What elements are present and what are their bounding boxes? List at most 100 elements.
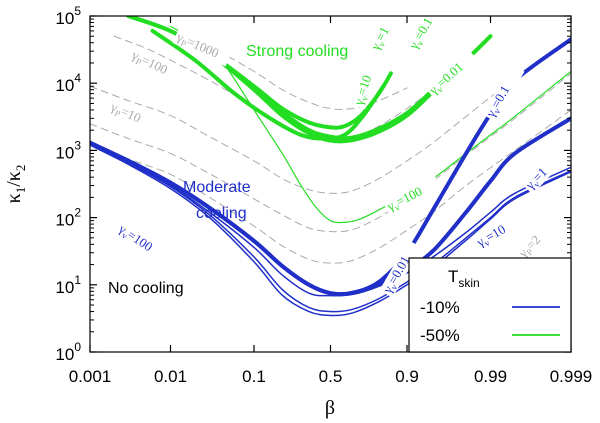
curve-label-bg [379, 240, 422, 298]
x-tick-label: 0.01 [154, 367, 187, 386]
y-tick-base: 10 [55, 143, 74, 162]
x-tick-label: 0.999 [550, 367, 593, 386]
curve-label-sub: v [435, 84, 445, 95]
curve-label-sub: P [134, 56, 143, 67]
x-tick-label: 0.001 [69, 367, 112, 386]
x-tick-label: 0.9 [395, 367, 419, 386]
x-tick-label: 0.1 [242, 367, 266, 386]
y-axis-title-part: 1 [13, 187, 28, 194]
curve-label: γv=10 [350, 73, 376, 108]
y-tick-exp: 1 [74, 273, 81, 287]
curve-label-bg [425, 49, 479, 100]
annotation-strong-cooling: Strong cooling [246, 43, 348, 60]
annotation-no-cooling: No cooling [108, 280, 184, 297]
legend-box [408, 257, 572, 353]
curve-label-sub: P [524, 247, 535, 258]
legend-label-50: -50% [420, 326, 460, 345]
annotation-cooling: cooling [196, 205, 247, 222]
curve-label-sub: v [389, 282, 400, 291]
curve-label-sub: v [482, 237, 491, 248]
y-tick-exp: 4 [74, 71, 81, 85]
curve-label-bg [114, 220, 171, 266]
curve-label-group: γv=0.1 [405, 0, 448, 54]
series-line-blue-v-100-lower [90, 144, 571, 317]
y-tick-base: 10 [55, 76, 74, 95]
curve-label-group: γv=100 [114, 220, 171, 266]
curve-label-bg [350, 49, 384, 110]
y-axis-title-group: κ1/κ2 [3, 165, 28, 204]
curve-label-sub: v [492, 106, 503, 115]
y-tick-exp: 3 [74, 138, 81, 152]
curve-label-sub: v [376, 39, 387, 48]
y-axis-title-part: /κ [3, 171, 25, 187]
curve-label-value: =10 [354, 73, 375, 97]
curve-label-sub: v [531, 179, 542, 190]
curve-label-sub: P [179, 38, 188, 49]
curve-label: γv=100 [114, 220, 155, 255]
curve-label-sub: P [113, 108, 122, 119]
y-tick-exp: 2 [74, 206, 81, 220]
y-tick-base: 10 [55, 345, 74, 364]
curve-label: γP=10 [107, 99, 143, 128]
legend-title-sub: skin [458, 276, 479, 290]
curve-label: γv=1 [367, 24, 394, 54]
x-axis-title: β [325, 397, 335, 419]
y-tick-label: 103 [55, 138, 81, 162]
curve-label: γv=0.01 [425, 59, 467, 99]
series-line-green-v-100 [169, 25, 571, 224]
curve-label-bg [405, 0, 448, 54]
y-tick-exp: 5 [74, 4, 81, 18]
series-line-blue-v-100 [90, 143, 571, 313]
series-line--p-2 [90, 109, 571, 264]
series-line-green-v-10 [150, 28, 386, 141]
series-line-blue-v-10 [90, 143, 571, 297]
series-line-blue-v-1 [90, 116, 571, 297]
curve-label-sub: v [120, 230, 130, 241]
x-tick-label: 0.99 [474, 367, 507, 386]
curve-label-group: γv=0.01 [425, 49, 479, 100]
y-tick-base: 10 [55, 9, 74, 28]
y-axis-title-part: κ [3, 193, 25, 203]
curve-label: γP=1000 [173, 29, 221, 63]
curve-label-bg [367, 0, 408, 55]
y-tick-base: 10 [55, 211, 74, 230]
y-tick-label: 102 [55, 206, 81, 230]
curve-label-bg [482, 64, 525, 122]
x-tick-label: 0.5 [319, 367, 343, 386]
curve-label-bg [521, 142, 573, 195]
curve-label-group: γv=10 [350, 49, 384, 110]
y-axis-title: κ1/κ2 [3, 165, 28, 204]
series-line--p-100-lower [90, 77, 516, 194]
curve-label-group: γP=2 [514, 210, 566, 263]
legend-title-main: T [448, 267, 458, 286]
legend: Tskin -10% -50% [408, 257, 572, 353]
curve-label-bg [172, 29, 232, 67]
y-tick-exp: 0 [74, 340, 81, 354]
curve-label-group: γP=100 [127, 47, 187, 87]
curve-label-symbol: γ [350, 97, 366, 108]
y-tick-label: 100 [55, 340, 81, 364]
annotation-moderate: Moderate [183, 179, 251, 196]
curve-label-group: γv=10 [472, 209, 531, 252]
curve-label-bg [514, 210, 566, 263]
curve-label-bg [127, 47, 187, 87]
legend-label-10: -10% [420, 298, 460, 317]
y-tick-label: 101 [55, 273, 81, 297]
legend-title: Tskin [448, 267, 480, 290]
curve-label-bg [106, 99, 166, 137]
curve-label-group: γv=1 [521, 142, 573, 195]
ticks-layer: 0.001 0.01 0.1 0.5 0.9 0.99 0.9991001011021031… [55, 4, 592, 386]
y-tick-base: 10 [55, 278, 74, 297]
curve-label-group: γv=1 [367, 0, 408, 55]
curve-label-sub: v [393, 202, 402, 213]
curve-label-bg [472, 209, 531, 252]
y-tick-label: 104 [55, 71, 81, 95]
curve-label-sub: v [415, 38, 426, 47]
curve-label-group: γP=10 [106, 99, 166, 137]
curve-label-value: =1 [372, 24, 392, 43]
curve-label: γP=100 [128, 47, 170, 79]
curve-label-sub: v [359, 94, 370, 102]
y-tick-label: 105 [55, 4, 81, 28]
y-axis-title-part: 2 [13, 165, 28, 172]
